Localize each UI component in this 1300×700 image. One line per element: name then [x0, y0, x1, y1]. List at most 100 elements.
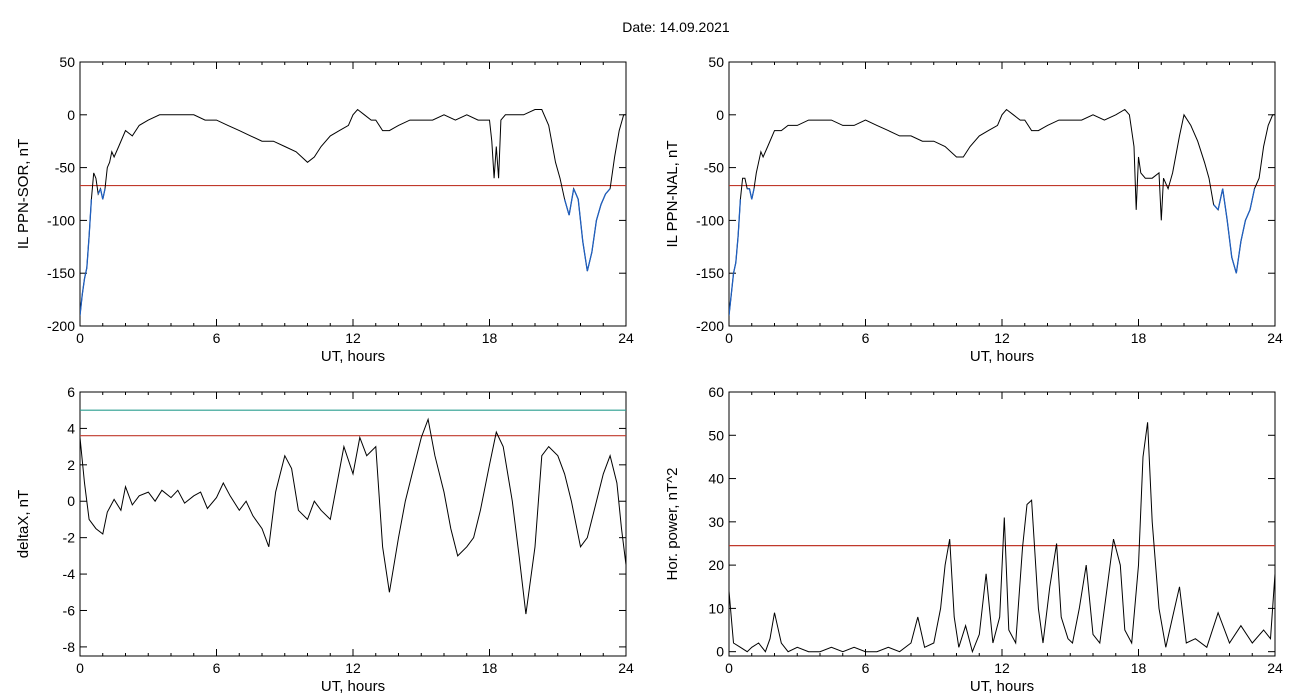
highlight-segment: [591, 220, 598, 253]
series-line: [729, 422, 1275, 654]
highlight-segment: [1249, 188, 1256, 210]
x-axis-label: UT, hours: [321, 348, 385, 365]
highlight-segment: [729, 294, 732, 316]
x-tick-label: 12: [994, 660, 1010, 676]
y-tick-label: -100: [696, 212, 724, 228]
y-tick-label: -150: [696, 265, 724, 281]
y-tick-label: -6: [63, 602, 76, 618]
x-tick-label: 24: [1267, 660, 1283, 676]
highlight-segment: [86, 236, 90, 268]
x-tick-label: 0: [725, 660, 733, 676]
y-tick-label: 0: [67, 493, 75, 509]
x-tick-label: 24: [1267, 330, 1283, 346]
highlight-segment: [99, 188, 104, 200]
plot-frame: [79, 61, 627, 327]
y-axis-label: deltaX, nT: [15, 490, 32, 558]
x-tick-label: 6: [213, 660, 221, 676]
highlight-segment: [748, 188, 753, 200]
highlight-segment: [600, 193, 607, 205]
y-tick-label: -8: [63, 639, 76, 655]
highlight-segment: [573, 188, 579, 200]
highlight-segment: [737, 199, 742, 237]
highlight-segment: [83, 267, 88, 279]
x-tick-label: 24: [618, 660, 634, 676]
y-tick-label: 50: [59, 54, 75, 70]
chart-il-nal: 0 6 12 18 24 -200 -150 -100 -50 0 50 UT, hours IL PP…: [664, 54, 1283, 365]
y-tick-label: -50: [704, 160, 724, 176]
highlight-segment: [605, 188, 611, 195]
highlight-segment: [563, 199, 570, 216]
plot-frame: [79, 391, 627, 657]
highlight-segment: [1235, 241, 1242, 274]
series-line: [729, 108, 1275, 316]
x-tick-label: 0: [725, 330, 733, 346]
highlight-segment: [582, 241, 588, 272]
highlight-segment: [735, 236, 739, 263]
highlight-segment: [1213, 204, 1219, 211]
plot-frame: [728, 391, 1276, 657]
highlight-segment: [81, 278, 86, 295]
y-tick-label: -4: [63, 566, 76, 582]
highlight-segment: [80, 294, 83, 316]
chart-il-sor: 0 6 12 18 24 -200 -150 -100 -50 0 50 UT, hours IL PP…: [15, 54, 634, 365]
series-line: [80, 108, 626, 316]
x-tick-label: 6: [213, 330, 221, 346]
y-tick-label: -2: [63, 530, 76, 546]
x-tick-label: 0: [76, 660, 84, 676]
highlight-segment: [595, 204, 602, 221]
highlight-segment: [88, 199, 93, 237]
highlight-segment: [732, 262, 737, 274]
highlight-segment: [577, 199, 584, 242]
highlight-segment: [568, 188, 575, 216]
y-tick-label: 2: [67, 457, 75, 473]
y-tick-label: -100: [47, 212, 75, 228]
x-tick-label: 6: [862, 660, 870, 676]
y-axis-label: Hor. power, nT^2: [664, 468, 681, 581]
chart-hor-power: 0 6 12 18 24 0 10 20 30 40 50 60 UT, hours Hor. power…: [664, 384, 1283, 695]
y-tick-label: -200: [47, 318, 75, 334]
y-tick-label: 20: [708, 557, 724, 573]
y-axis-label: IL PPN-NAL, nT: [664, 141, 681, 248]
y-axis-label: IL PPN-SOR, nT: [15, 139, 32, 249]
x-tick-label: 18: [482, 330, 498, 346]
x-tick-label: 18: [1131, 660, 1147, 676]
highlight-segment: [1244, 209, 1251, 221]
highlight-segment: [1231, 257, 1237, 274]
y-tick-label: -200: [696, 318, 724, 334]
x-tick-label: 18: [1131, 330, 1147, 346]
y-tick-label: 60: [708, 384, 724, 400]
highlight-segment: [1226, 220, 1233, 258]
x-tick-label: 0: [76, 330, 84, 346]
y-tick-label: 4: [67, 420, 75, 436]
y-tick-label: 50: [708, 54, 724, 70]
x-axis-label: UT, hours: [970, 678, 1034, 695]
x-tick-label: 12: [345, 660, 361, 676]
y-tick-label: 10: [708, 600, 724, 616]
highlight-segment: [102, 188, 106, 200]
y-tick-label: 50: [708, 427, 724, 443]
highlight-segment: [586, 251, 593, 272]
highlight-segment: [1240, 220, 1247, 242]
x-axis-label: UT, hours: [970, 348, 1034, 365]
y-tick-label: 0: [716, 107, 724, 123]
highlight-segment: [730, 273, 735, 295]
y-tick-label: 30: [708, 514, 724, 530]
y-tick-label: 6: [67, 384, 75, 400]
y-tick-label: 0: [67, 107, 75, 123]
y-tick-label: -150: [47, 265, 75, 281]
highlight-segment: [1222, 188, 1228, 221]
highlight-segment: [1217, 188, 1224, 210]
x-axis-label: UT, hours: [321, 678, 385, 695]
x-tick-label: 18: [482, 660, 498, 676]
highlight-segment: [751, 188, 755, 200]
x-tick-label: 12: [994, 330, 1010, 346]
page-title: Date: 14.09.2021: [622, 19, 730, 35]
x-tick-label: 24: [618, 330, 634, 346]
series-line: [80, 417, 626, 615]
x-tick-label: 12: [345, 330, 361, 346]
y-tick-label: -50: [55, 160, 75, 176]
y-tick-label: 0: [716, 644, 724, 660]
x-tick-label: 6: [862, 330, 870, 346]
